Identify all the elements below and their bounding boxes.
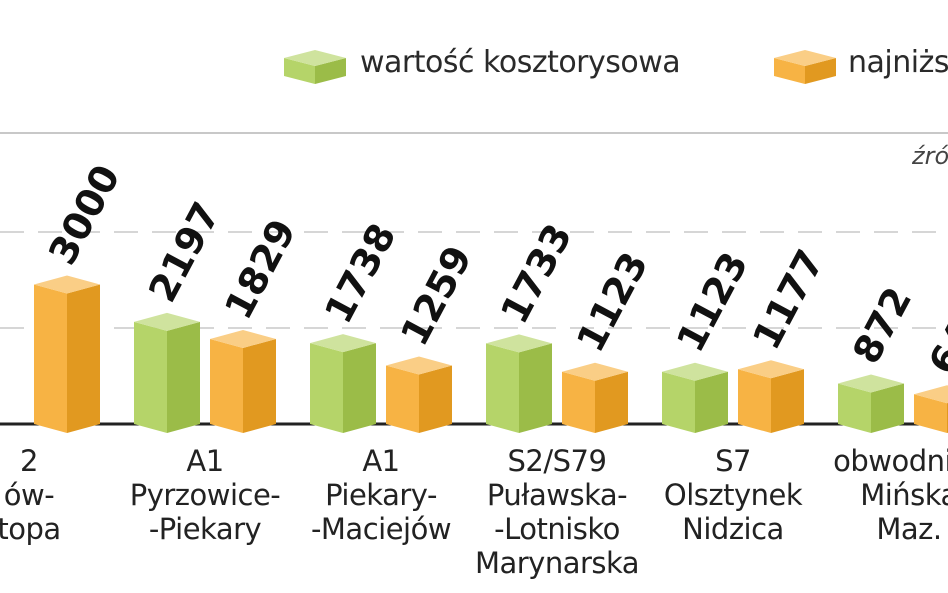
data-label-3-0: 1733: [492, 217, 581, 331]
bar-5-0: [838, 374, 904, 433]
category-label-line: Puławska-: [486, 478, 628, 512]
data-label-2-1: 1259: [392, 239, 481, 353]
category-label-line: ów-: [3, 478, 55, 512]
category-label-line: S7: [715, 444, 751, 478]
category-label-line: -Lotnisko: [494, 512, 620, 546]
category-label-1: A1 Pyrzowice- -Piekary: [130, 444, 281, 546]
legend-swatch-box-1: [774, 50, 836, 84]
source-label: źró: [912, 142, 948, 170]
category-label-line: -Maciejów: [310, 512, 452, 546]
category-label-line: -Piekary: [148, 512, 262, 546]
legend-label-lowest: najniższ: [848, 45, 948, 80]
category-label-4: S7 Olsztynek Nidzica: [663, 444, 803, 546]
bar-3-1: [562, 362, 628, 433]
category-label-line: Nidzica: [682, 512, 784, 546]
data-label-0-1: 3000: [40, 158, 129, 272]
data-label-1-1: 1829: [216, 212, 305, 326]
bar-3-0: [486, 334, 552, 433]
category-label-line: Mińska: [860, 478, 948, 512]
data-label-5-0: 872: [844, 280, 920, 371]
legend-label-estimate: wartość kosztorysowa: [360, 45, 681, 80]
category-label-line: Maz.: [876, 512, 942, 546]
data-label-3-1: 1123: [568, 245, 657, 359]
category-label-line: A1: [186, 444, 224, 478]
category-label-line: S2/S79: [507, 444, 607, 478]
data-label-5-1: 641: [920, 291, 948, 382]
bar-2-0: [310, 334, 376, 433]
data-label-4-1: 1177: [744, 242, 833, 356]
category-label-line: 2: [20, 444, 38, 478]
data-label-4-0: 1123: [668, 245, 757, 359]
category-label-2: A1 Piekary- -Maciejów: [310, 444, 452, 546]
category-label-line: A1: [362, 444, 400, 478]
category-label-line: obwodnica: [833, 444, 948, 478]
category-label-line: Marynarska: [474, 546, 640, 580]
bar-1-1: [210, 329, 276, 433]
data-label-1-0: 2197: [140, 195, 229, 309]
category-label-line: Pyrzowice-: [129, 478, 281, 512]
category-label-3: S2/S79 Puławska- -Lotnisko Marynarska: [474, 444, 640, 580]
bar-5-1: [914, 385, 948, 433]
bar-4-1: [738, 360, 804, 433]
legend-swatch-estimate-icon: [284, 50, 346, 84]
bar-2-1: [386, 356, 452, 433]
category-label-line: Olsztynek: [663, 478, 803, 512]
bar-1-0: [134, 312, 200, 433]
legend-swatch-box-0: [284, 50, 346, 84]
legend-swatch-lowest-icon: [774, 50, 836, 84]
category-label-0: 2 ów-topa: [0, 444, 61, 546]
bar-0-1: [34, 275, 100, 433]
data-label-2-0: 1738: [316, 216, 405, 330]
bar-4-0: [662, 362, 728, 433]
category-label-line: Piekary-: [325, 478, 437, 512]
category-label-line: topa: [0, 512, 61, 546]
category-label-5: obwodnicaMińskaMaz.: [833, 444, 948, 546]
